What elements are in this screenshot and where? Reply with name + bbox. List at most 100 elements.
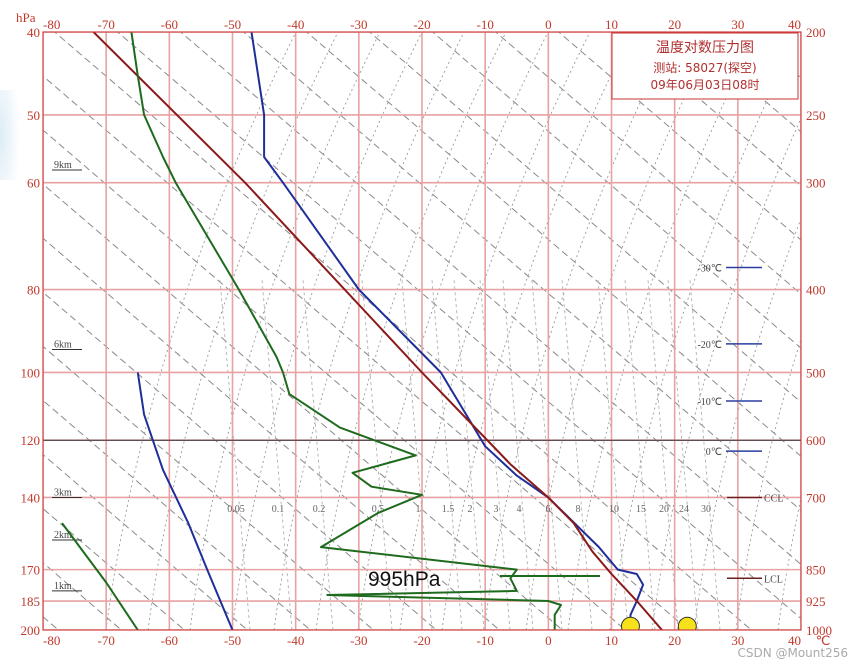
dry-adiabat-line: [431, 32, 801, 349]
y-right-tick-label: 300: [806, 176, 826, 191]
y-left-tick-label: 185: [21, 594, 41, 609]
x-tick-label-bottom: -30: [350, 633, 367, 648]
x-tick-label-bottom: 40: [788, 633, 801, 648]
x-tick-label-bottom: -80: [43, 633, 60, 648]
station-label: 测站: 58027(探空): [653, 61, 756, 75]
x-tick-label-bottom: 30: [731, 633, 744, 648]
mixing-ratio-label: 20: [659, 504, 669, 515]
mixing-ratio-line: [401, 279, 433, 630]
y-left-tick-label: 170: [21, 563, 41, 578]
mixing-ratio-label: 0.05: [227, 504, 245, 515]
grid-layer: 0.05 0.1 0.2 0.5 1 1.5 2 3 4 6 8 10 15 20 24 30: [43, 32, 801, 630]
moist-adiabat-line: [105, 32, 297, 630]
height-km-label: 2km: [54, 530, 72, 541]
mixing-ratio-line: [361, 279, 393, 630]
height-km-label: 3km: [54, 487, 72, 498]
mixing-ratio-label: 8: [576, 504, 581, 515]
mixing-ratio-label: 10: [609, 504, 619, 515]
y-right-tick-label: 700: [806, 490, 826, 505]
y-left-tick-label: 40: [27, 25, 40, 40]
right-marker-label: -20℃: [697, 340, 722, 351]
y-right-tick-label: 500: [806, 365, 826, 380]
x-tick-label-top: 10: [605, 17, 618, 32]
x-tick-label-bottom: -70: [97, 633, 114, 648]
series-line-4: [136, 372, 234, 630]
mixing-ratio-line: [667, 279, 699, 630]
mixing-ratio-label: 3: [494, 504, 499, 515]
dry-adiabat-line: [494, 32, 801, 295]
x-tick-label-bottom: -10: [476, 633, 493, 648]
surface-point: [620, 616, 640, 630]
mixing-ratio-label: 0.5: [372, 504, 385, 515]
moist-adiabat-line: [357, 32, 549, 630]
moist-adiabat-line: [693, 217, 801, 630]
moist-adiabat-line: [525, 32, 717, 630]
series-layer: [61, 32, 697, 630]
y-right-tick-label: 200: [806, 25, 826, 40]
mixing-ratio-line: [502, 279, 534, 630]
x-tick-label-bottom: 10: [605, 633, 618, 648]
right-marker-label: -30℃: [697, 264, 722, 275]
title-box: [611, 32, 799, 100]
y-left-tick-label: 120: [21, 433, 41, 448]
y-unit-label: hPa: [16, 10, 36, 25]
mixing-ratio-label: 6: [546, 504, 551, 515]
y-left-tick-label: 200: [21, 623, 41, 638]
x-tick-label-bottom: -40: [287, 633, 304, 648]
dry-adiabat-line: [53, 32, 753, 630]
dry-adiabat-line: [43, 129, 627, 630]
series-line-2: [92, 32, 663, 630]
x-tick-label-top: -80: [43, 17, 60, 32]
mixing-ratio-line: [453, 279, 485, 630]
height-km-layer: 9km 6km 3km 2km 1km: [52, 160, 82, 592]
y-right-tick-label: 925: [806, 594, 826, 609]
mixing-ratio-label: 0.2: [313, 504, 326, 515]
y-left-tick-label: 80: [27, 283, 40, 298]
dry-adiabat-line: [242, 32, 801, 512]
watermark: CSDN @Mount256: [737, 646, 848, 660]
x-tick-label-top: -20: [413, 17, 430, 32]
y-left-tick-label: 60: [27, 176, 40, 191]
mixing-ratio-label: 30: [701, 504, 711, 515]
dry-adiabat-line: [43, 237, 501, 630]
mixing-ratio-label: 4: [517, 504, 522, 515]
dry-adiabat-line: [620, 32, 801, 187]
moist-adiabat-line: [189, 32, 381, 630]
mixing-ratio-line: [531, 279, 563, 630]
x-unit-label: ℃: [816, 633, 831, 648]
moist-adiabat-line: [231, 32, 423, 630]
dry-adiabat-line: [557, 32, 801, 241]
moist-adiabat-line: [441, 32, 633, 630]
right-marker-label: 0℃: [706, 447, 722, 458]
y-right-tick-label: 600: [806, 433, 826, 448]
mixing-ratio-label: 15: [636, 504, 646, 515]
series-line-3: [130, 32, 562, 630]
y-left-tick-label: 100: [21, 365, 41, 380]
height-km-label: 9km: [54, 160, 72, 171]
moist-adiabat-line: [315, 32, 507, 630]
x-tick-label-top: -70: [97, 17, 114, 32]
moist-adiabat-line: [609, 32, 801, 630]
x-tick-label-top: -30: [350, 17, 367, 32]
dry-adiabat-line: [305, 32, 801, 457]
dry-adiabat-line: [368, 32, 801, 403]
moist-adiabat-line: [147, 32, 339, 630]
surface-point: [677, 616, 697, 630]
mixing-ratio-line: [647, 279, 679, 630]
moist-adiabat-line: [735, 337, 801, 630]
mixing-ratio-line: [261, 279, 293, 630]
right-marker-label: CCL: [764, 493, 783, 504]
y-right-tick-label: 400: [806, 283, 826, 298]
edge-glow: [0, 90, 20, 180]
y-right-tick-label: 1000: [806, 623, 832, 638]
x-tick-label-top: -10: [476, 17, 493, 32]
moist-adiabat-line: [399, 32, 591, 630]
y-right-tick-label: 250: [806, 108, 826, 123]
height-km-label: 1km: [54, 581, 72, 592]
time-label: 09年06月03日08时: [650, 78, 759, 92]
x-tick-label-top: -50: [224, 17, 241, 32]
dry-adiabat-line: [43, 183, 564, 630]
dry-adiabat-line: [179, 32, 801, 566]
x-tick-label-bottom: -50: [224, 633, 241, 648]
